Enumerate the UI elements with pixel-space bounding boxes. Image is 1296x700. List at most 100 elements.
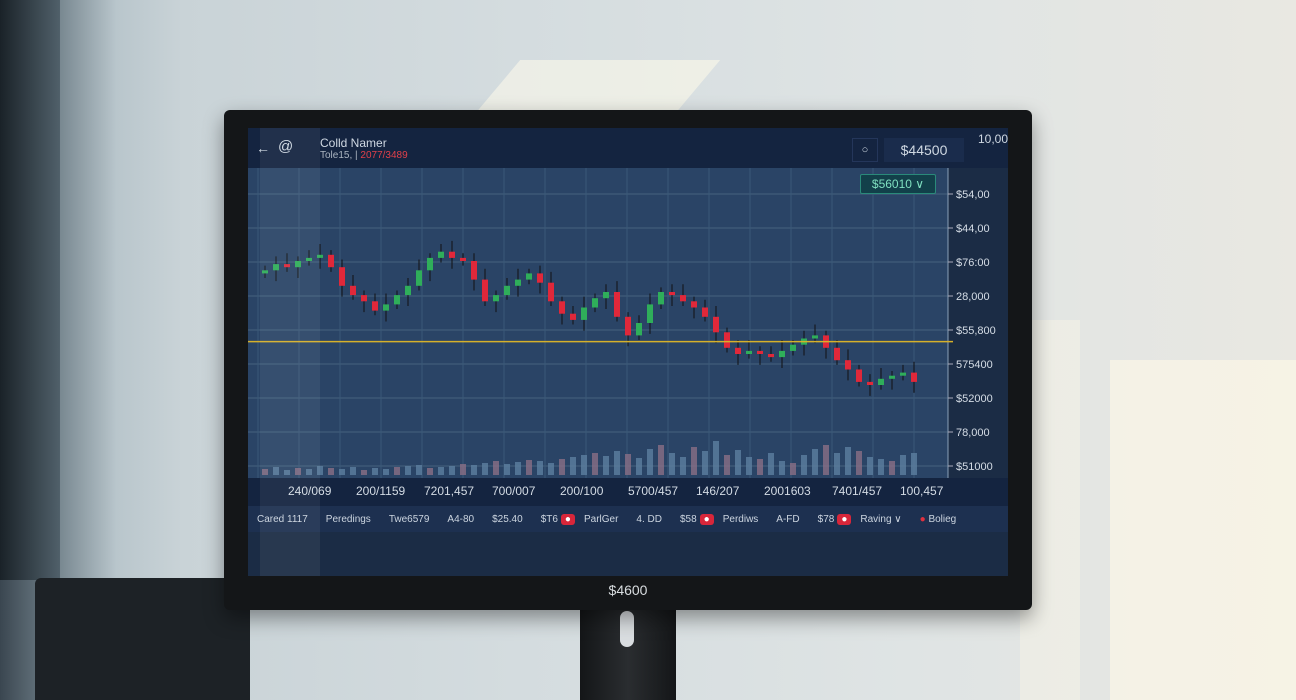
toolbar-item[interactable]: Raving ∨ <box>851 514 910 525</box>
candle <box>361 295 367 302</box>
subtitle: Tole15, | 2077/3489 <box>320 150 408 161</box>
toolbar-item-label: A-FD <box>776 513 800 525</box>
volume-bar <box>614 451 620 475</box>
chair <box>35 578 250 700</box>
candle <box>427 257 433 271</box>
toolbar-item[interactable]: $25.40 <box>483 514 532 525</box>
arrow-left-icon[interactable]: ← <box>256 140 270 156</box>
candle <box>724 332 730 348</box>
candle <box>735 347 741 354</box>
alert-badge: ● <box>837 513 852 525</box>
volume-bar <box>482 463 488 475</box>
candle <box>878 378 884 385</box>
candle <box>768 354 774 358</box>
candle <box>625 316 631 336</box>
toolbar-item-label: $25.40 <box>492 513 523 525</box>
volume-bar <box>911 453 917 475</box>
volume-bar <box>537 461 543 475</box>
price-axis-label: 575400 <box>956 359 993 371</box>
at-logo-icon: @ <box>278 138 294 155</box>
volume-bar <box>658 445 664 475</box>
volume-bar <box>515 462 521 475</box>
toolbar-item[interactable]: 4. DD <box>627 514 671 525</box>
candle <box>900 372 906 376</box>
toolbar-item[interactable]: $58 <box>671 514 706 525</box>
volume-bar <box>669 453 675 475</box>
date-label: 240/069 <box>288 484 332 498</box>
candle <box>284 264 290 268</box>
candle <box>438 251 444 258</box>
volume-bar <box>427 468 433 475</box>
toolbar-item[interactable]: ● Bolieg <box>911 514 966 525</box>
volume-bar <box>790 463 796 475</box>
volume-bar <box>889 461 895 475</box>
candle <box>757 350 763 354</box>
candle <box>306 257 312 261</box>
toolbar-item[interactable]: Cared 1117 <box>248 514 317 525</box>
candle <box>559 301 565 314</box>
volume-bar <box>394 467 400 475</box>
bottom-toolbar: Cared 1117 Peredings Twe6579 A4-80 $25.40 $T6… <box>248 506 1008 532</box>
candle <box>691 301 697 308</box>
volume-bar <box>361 470 367 475</box>
date-label: 2001603 <box>764 484 811 498</box>
window <box>0 0 60 580</box>
candle <box>603 292 609 299</box>
candle <box>581 307 587 320</box>
volume-bar <box>724 455 730 475</box>
candle <box>471 261 477 280</box>
price-axis-label: $76:00 <box>956 257 990 269</box>
volume-bar <box>328 468 334 475</box>
price-dropdown[interactable]: $56010 ∨ <box>860 174 936 194</box>
volume-bar <box>856 451 862 475</box>
candle <box>669 292 675 296</box>
candle <box>273 264 279 271</box>
candle <box>482 279 488 302</box>
price-axis-label: $44,00 <box>956 223 990 235</box>
candle <box>339 267 345 286</box>
volume-bar <box>526 460 532 475</box>
volume-bar <box>680 457 686 475</box>
alert-badge: ● <box>699 513 714 525</box>
candle <box>383 304 389 311</box>
volume-bar <box>471 465 477 475</box>
volume-bar <box>306 469 312 475</box>
volume-bar <box>504 464 510 475</box>
candle <box>537 273 543 283</box>
volume-bar <box>713 441 719 475</box>
volume-bar <box>592 453 598 475</box>
toolbar-item[interactable]: A4-80 <box>438 514 483 525</box>
toolbar-item[interactable]: $T6 <box>532 514 567 525</box>
search-icon[interactable]: ○ <box>852 138 878 162</box>
volume-bar <box>878 459 884 475</box>
toolbar-item[interactable]: A-FD <box>767 514 808 525</box>
volume-bar <box>460 464 466 475</box>
candle <box>856 369 862 382</box>
price-axis-label: $54,00 <box>956 189 990 201</box>
volume-bar <box>834 453 840 475</box>
volume-bar <box>812 449 818 475</box>
candle <box>845 360 851 370</box>
volume-bar <box>372 468 378 475</box>
volume-bar <box>449 466 455 475</box>
toolbar-item[interactable]: $78 <box>809 514 844 525</box>
volume-bar <box>867 457 873 475</box>
candle <box>548 282 554 302</box>
toolbar-item-label: Bolieg <box>928 513 957 525</box>
candle <box>526 273 532 280</box>
toolbar-item[interactable]: Peredings <box>317 514 380 525</box>
candle <box>647 304 653 323</box>
candlestick-chart[interactable]: $54,00 $44,00 $76:00 28,000 $55,800 575400 $52… <box>248 168 1008 478</box>
candle <box>658 292 664 305</box>
toolbar-item[interactable]: Perdiws <box>714 514 768 525</box>
volume-bar <box>383 469 389 475</box>
volume-bar <box>845 447 851 475</box>
candle <box>504 285 510 296</box>
price-axis-label: $51000 <box>956 461 993 473</box>
toolbar-item-label: 4. DD <box>636 513 662 525</box>
price-axis-label: 78,000 <box>956 427 990 439</box>
toolbar-item[interactable]: Twe6579 <box>380 514 439 525</box>
monitor-stand <box>580 605 676 700</box>
toolbar-item[interactable]: ParlGer <box>575 514 627 525</box>
volume-bar <box>746 457 752 475</box>
